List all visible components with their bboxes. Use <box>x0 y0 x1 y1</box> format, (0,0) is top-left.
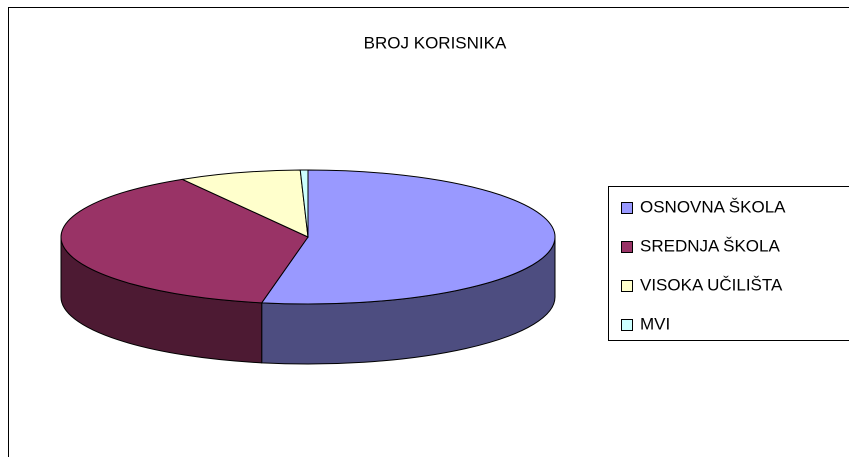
pie-slice <box>260 169 556 305</box>
legend-swatch <box>621 241 633 253</box>
pie-slice <box>180 169 309 238</box>
legend-label: SREDNJA ŠKOLA <box>640 236 780 255</box>
legend-swatch <box>621 202 633 214</box>
pie-slice <box>299 169 309 238</box>
legend-swatch <box>621 280 633 292</box>
pie-slice <box>60 178 309 304</box>
legend-label: MVI <box>640 314 670 333</box>
legend-swatch <box>621 319 633 331</box>
legend-label: VISOKA UČILIŠTA <box>640 275 783 294</box>
legend-label: OSNOVNA ŠKOLA <box>640 197 786 216</box>
chart-title: BROJ KORISNIKA <box>364 33 507 52</box>
legend-box <box>608 186 849 341</box>
